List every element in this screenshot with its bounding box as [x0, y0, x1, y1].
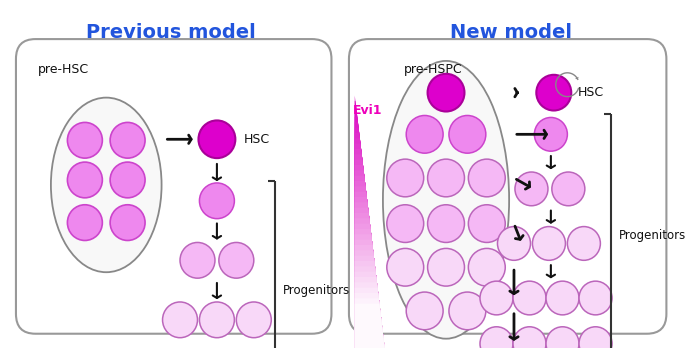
- Circle shape: [468, 159, 505, 197]
- Polygon shape: [355, 170, 388, 349]
- Circle shape: [498, 227, 531, 260]
- Polygon shape: [355, 304, 405, 349]
- Circle shape: [110, 122, 145, 158]
- Text: Progenitors: Progenitors: [619, 229, 686, 242]
- Polygon shape: [355, 122, 383, 336]
- Polygon shape: [355, 250, 398, 349]
- Circle shape: [534, 118, 568, 151]
- Circle shape: [568, 227, 601, 260]
- Polygon shape: [355, 213, 394, 349]
- Polygon shape: [355, 128, 384, 341]
- Circle shape: [468, 248, 505, 286]
- Circle shape: [536, 75, 571, 111]
- Polygon shape: [355, 208, 393, 349]
- Circle shape: [579, 327, 612, 349]
- FancyBboxPatch shape: [349, 39, 666, 334]
- Text: Progenitors: Progenitors: [283, 284, 350, 297]
- Circle shape: [67, 122, 102, 158]
- Polygon shape: [355, 229, 395, 349]
- Polygon shape: [355, 149, 386, 349]
- Polygon shape: [355, 96, 380, 309]
- Text: HSC: HSC: [244, 133, 270, 146]
- Polygon shape: [355, 117, 382, 330]
- Circle shape: [515, 172, 548, 206]
- Polygon shape: [355, 181, 390, 349]
- Circle shape: [199, 120, 235, 158]
- Polygon shape: [355, 106, 382, 320]
- Circle shape: [237, 302, 272, 338]
- Circle shape: [428, 159, 465, 197]
- Circle shape: [449, 292, 486, 330]
- Circle shape: [387, 159, 424, 197]
- Polygon shape: [355, 154, 387, 349]
- Circle shape: [428, 248, 465, 286]
- Polygon shape: [355, 261, 400, 349]
- Circle shape: [110, 162, 145, 198]
- Polygon shape: [355, 234, 396, 349]
- Circle shape: [449, 116, 486, 153]
- Ellipse shape: [51, 98, 162, 272]
- Circle shape: [480, 327, 513, 349]
- Circle shape: [513, 281, 546, 315]
- Ellipse shape: [383, 61, 509, 339]
- Polygon shape: [355, 138, 385, 349]
- Polygon shape: [355, 224, 395, 349]
- Circle shape: [110, 205, 145, 240]
- Polygon shape: [355, 240, 397, 349]
- Text: pre-HSPC: pre-HSPC: [405, 63, 463, 76]
- Circle shape: [428, 74, 465, 111]
- Circle shape: [579, 281, 612, 315]
- Circle shape: [199, 302, 234, 338]
- Circle shape: [552, 172, 585, 206]
- Text: HSC: HSC: [578, 86, 604, 99]
- Circle shape: [67, 205, 102, 240]
- Text: Evi1: Evi1: [353, 104, 382, 117]
- FancyBboxPatch shape: [16, 39, 332, 334]
- Polygon shape: [355, 144, 386, 349]
- Polygon shape: [355, 159, 388, 349]
- Circle shape: [468, 205, 505, 243]
- Polygon shape: [355, 298, 404, 349]
- Text: New model: New model: [450, 23, 572, 42]
- Polygon shape: [355, 272, 401, 349]
- Polygon shape: [355, 186, 391, 349]
- Circle shape: [406, 292, 443, 330]
- Polygon shape: [355, 133, 384, 346]
- Circle shape: [219, 243, 254, 278]
- Circle shape: [546, 327, 579, 349]
- Circle shape: [546, 281, 579, 315]
- Circle shape: [480, 281, 513, 315]
- Circle shape: [513, 327, 546, 349]
- Polygon shape: [355, 282, 402, 349]
- Text: Previous model: Previous model: [86, 23, 256, 42]
- Circle shape: [428, 205, 465, 243]
- Circle shape: [180, 243, 215, 278]
- Polygon shape: [355, 277, 402, 349]
- Polygon shape: [355, 192, 391, 349]
- Polygon shape: [355, 197, 392, 349]
- Polygon shape: [355, 245, 398, 349]
- Text: pre-HSC: pre-HSC: [38, 63, 90, 76]
- Circle shape: [199, 183, 234, 218]
- Circle shape: [162, 302, 197, 338]
- Polygon shape: [355, 218, 395, 349]
- Polygon shape: [355, 165, 388, 349]
- Polygon shape: [355, 112, 382, 325]
- Circle shape: [387, 248, 424, 286]
- Polygon shape: [355, 293, 403, 349]
- Polygon shape: [355, 176, 389, 349]
- Polygon shape: [355, 266, 400, 349]
- Circle shape: [387, 205, 424, 243]
- Polygon shape: [355, 101, 381, 314]
- Polygon shape: [355, 255, 399, 349]
- Circle shape: [67, 162, 102, 198]
- Polygon shape: [355, 202, 393, 349]
- Circle shape: [406, 116, 443, 153]
- Circle shape: [533, 227, 566, 260]
- Polygon shape: [355, 288, 402, 349]
